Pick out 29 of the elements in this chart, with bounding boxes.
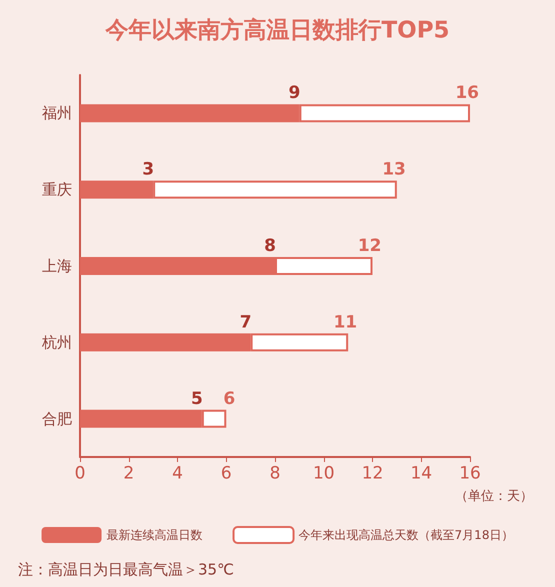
data-label: 3 — [142, 160, 154, 180]
total-label: 11 — [333, 312, 358, 332]
y-tick-label: 上海 — [42, 257, 72, 275]
text: （单位：天） — [455, 489, 533, 504]
x-tick-label: 0 — [74, 464, 86, 484]
total-label: 16 — [455, 83, 479, 104]
data-label: 7 — [240, 312, 252, 332]
legend-label: 最新连续高温日数 — [106, 528, 203, 542]
y-tick-label: 合肥 — [42, 410, 72, 428]
total-label: 12 — [358, 236, 382, 256]
y-tick-label: 重庆 — [42, 180, 72, 199]
x-tick-label: 14 — [410, 464, 432, 484]
total-label: 13 — [382, 160, 406, 180]
x-tick-label: 10 — [312, 464, 335, 484]
x-tick-label: 16 — [459, 464, 481, 484]
x-tick-label: 8 — [270, 464, 280, 484]
x-tick-label: 2 — [123, 464, 134, 484]
legend-label: 今年来出现高温总天数（截至7月18日） — [298, 528, 514, 542]
total-label: 6 — [223, 388, 236, 409]
x-tick-label: 12 — [362, 464, 384, 484]
data-label: 8 — [264, 236, 276, 256]
chart-title: 今年以来南方高温日数排行TOP5 — [104, 16, 450, 44]
data-label: 5 — [191, 388, 203, 409]
y-tick-label: 杭州 — [41, 333, 72, 352]
y-tick-label: 福州 — [42, 104, 72, 122]
text: 注：高温日为日最高气温＞35℃ — [18, 560, 234, 578]
data-label: 9 — [288, 83, 300, 104]
x-tick-label: 6 — [220, 464, 232, 484]
x-tick-label: 4 — [172, 464, 183, 484]
